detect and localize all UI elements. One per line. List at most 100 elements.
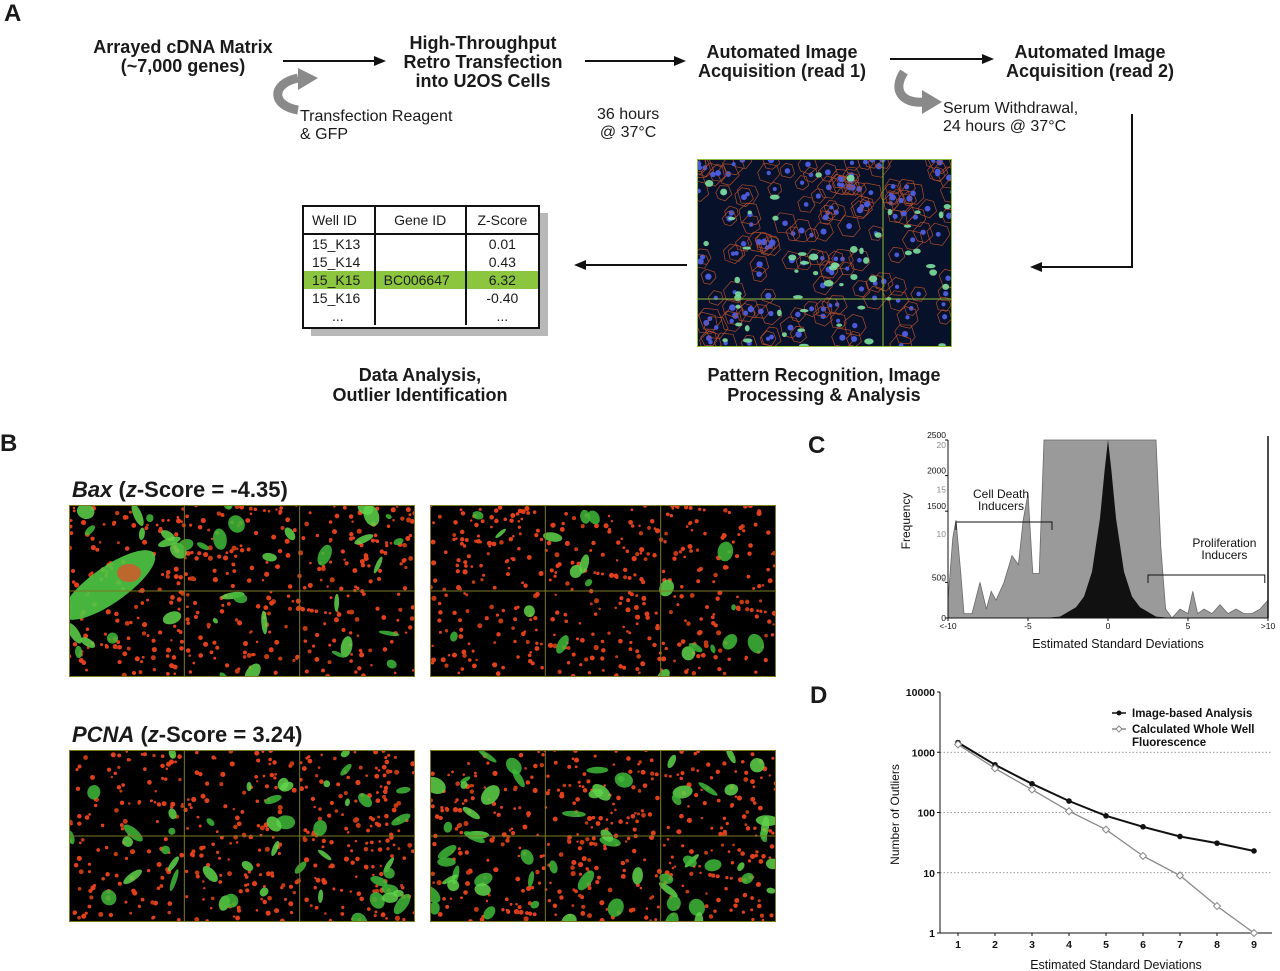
nucleus-dot xyxy=(447,653,451,657)
gfp-cell xyxy=(561,913,577,922)
nucleus-dot xyxy=(100,823,105,828)
gfp-cell xyxy=(587,510,600,525)
step-acquisition-read1-line1: Automated Image xyxy=(706,42,858,62)
nucleus-dot xyxy=(312,644,316,648)
nucleus-dot xyxy=(589,548,593,552)
x-tick-label: 0 xyxy=(1106,621,1111,631)
nucleus-dot xyxy=(246,652,252,658)
nucleus-dot xyxy=(591,836,596,841)
nucleus-dot xyxy=(546,774,550,778)
bracket-proliferation xyxy=(1147,574,1266,583)
nucleus-dot xyxy=(400,516,405,521)
nucleus-dot xyxy=(137,800,142,804)
gfp-cell xyxy=(747,633,765,654)
nucleus-dot xyxy=(581,785,585,789)
nucleus-dot xyxy=(472,663,477,669)
segmentation-boundary xyxy=(700,162,725,187)
nucleus-dot xyxy=(280,526,285,531)
gfp-cell xyxy=(943,203,951,210)
nucleus-dot xyxy=(268,630,272,634)
nucleus-dot xyxy=(459,508,463,512)
nucleus-dot xyxy=(684,505,689,510)
nucleus-dot xyxy=(530,885,535,890)
nucleus-dot xyxy=(697,160,702,167)
nucleus-dot xyxy=(170,639,173,642)
annotation-cell-death: Inducers xyxy=(978,499,1024,513)
nucleus-dot xyxy=(556,788,561,792)
nucleus-dot xyxy=(385,543,389,548)
nucleus-dot xyxy=(468,869,473,874)
segmentation-boundary xyxy=(927,161,949,182)
nucleus-dot xyxy=(229,761,235,767)
nucleus-dot xyxy=(505,908,509,912)
nucleus-dot xyxy=(476,534,481,538)
gfp-cell xyxy=(383,867,395,879)
nucleus-dot xyxy=(852,322,858,329)
table-row: 15_K16 -0.40 xyxy=(304,289,538,307)
nucleus-dot xyxy=(212,568,217,573)
nucleus-dot xyxy=(124,900,128,904)
nucleus-dot xyxy=(580,524,585,529)
nucleus-dot xyxy=(377,847,383,852)
nucleus-dot xyxy=(671,866,675,870)
segmentation-boundary xyxy=(843,179,862,196)
nucleus-dot xyxy=(203,886,206,890)
nucleus-dot xyxy=(638,524,641,528)
nucleus-dot xyxy=(518,806,522,810)
nucleus-dot xyxy=(521,581,524,585)
segmentation-boundary xyxy=(797,159,818,175)
gfp-cell xyxy=(138,527,145,540)
nucleus-dot xyxy=(209,650,214,655)
nucleus-dot xyxy=(875,162,883,170)
nucleus-dot xyxy=(640,661,646,667)
nucleus-dot xyxy=(629,640,633,645)
nucleus-dot xyxy=(334,809,339,813)
table-header-row: Well ID Gene ID Z-Score xyxy=(304,207,538,235)
nucleus-dot xyxy=(240,810,245,814)
nucleus-dot xyxy=(537,881,542,885)
nucleus-dot xyxy=(576,832,579,836)
nucleus-dot xyxy=(248,834,254,840)
gfp-cell xyxy=(206,818,215,826)
nucleus-dot xyxy=(600,572,604,576)
nucleus-dot xyxy=(734,897,740,903)
gfp-cell xyxy=(734,291,742,297)
nucleus-dot xyxy=(500,805,503,809)
gfp-cell xyxy=(495,528,506,539)
panel-label-b: B xyxy=(0,430,18,457)
nucleus-dot xyxy=(679,776,683,781)
gfp-cell xyxy=(430,901,440,915)
nucleus-dot xyxy=(815,193,821,199)
nucleus-dot xyxy=(77,887,82,891)
nucleus-dot xyxy=(527,659,533,664)
segmentation-boundary xyxy=(749,255,770,274)
cell-well-id: 15_K16 xyxy=(304,289,376,307)
nucleus-dot xyxy=(463,560,468,565)
nucleus-dot xyxy=(146,849,152,854)
nucleus-dot xyxy=(668,774,672,778)
nucleus-dot xyxy=(161,776,165,780)
nucleus-dot xyxy=(748,543,753,548)
nucleus-dot xyxy=(166,570,171,575)
gfp-cell xyxy=(703,240,709,247)
nucleus-dot xyxy=(698,864,701,868)
nucleus-dot xyxy=(562,783,567,788)
nucleus-dot xyxy=(185,648,191,653)
gfp-cell xyxy=(123,869,142,885)
segmentation-boundary xyxy=(842,166,861,184)
gfp-cell xyxy=(373,556,383,574)
gfp-cell xyxy=(177,539,194,551)
nucleus-dot xyxy=(618,819,623,824)
nucleus-dot xyxy=(311,838,315,842)
nucleus-dot xyxy=(744,770,749,775)
nucleus-dot xyxy=(163,777,168,781)
gfp-cell xyxy=(69,622,82,644)
nucleus-dot xyxy=(120,827,125,831)
nucleus-dot xyxy=(580,637,585,643)
segmentation-boundary xyxy=(885,190,901,205)
nucleus-dot xyxy=(372,873,375,877)
nucleus-dot xyxy=(622,665,627,670)
nucleus-dot xyxy=(539,854,543,859)
nucleus-dot xyxy=(769,913,774,918)
nucleus-dot xyxy=(457,847,461,851)
